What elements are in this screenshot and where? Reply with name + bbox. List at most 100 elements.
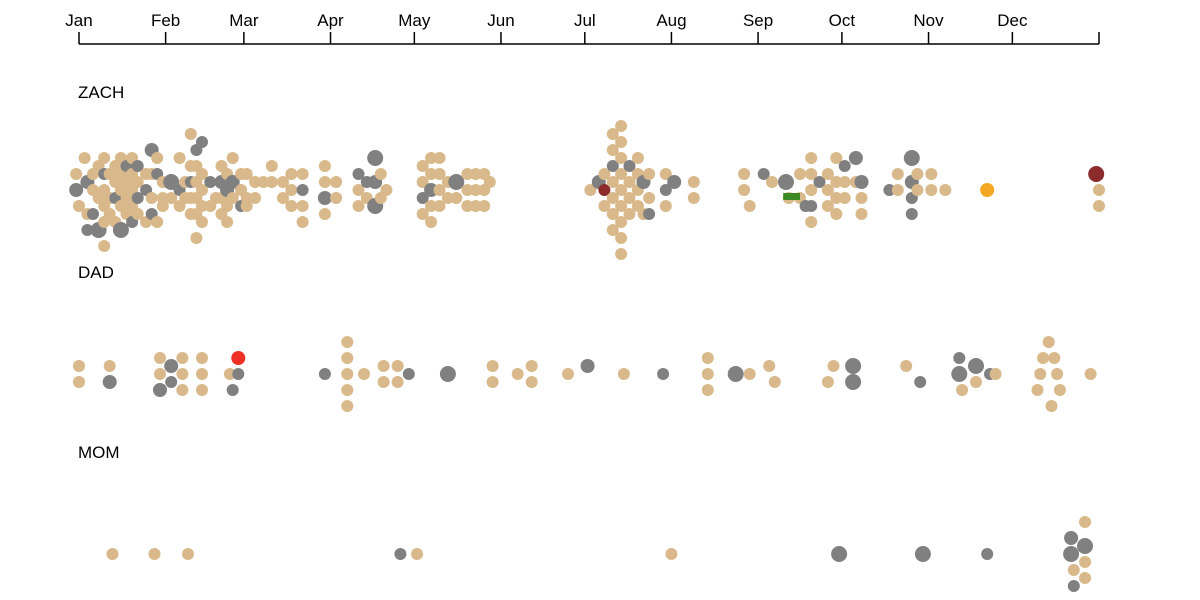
data-point [970, 376, 982, 388]
data-point [925, 184, 938, 196]
data-point [439, 366, 456, 382]
data-point [296, 184, 309, 196]
data-point [112, 222, 129, 238]
data-bar [783, 193, 800, 200]
data-point [394, 548, 407, 560]
data-point [441, 192, 454, 204]
data-point [1051, 368, 1064, 380]
data-point [805, 184, 818, 196]
data-point [380, 184, 393, 196]
data-point [358, 368, 370, 380]
data-point [1048, 352, 1061, 364]
month-tick-label: Oct [829, 11, 856, 30]
data-point [989, 368, 1002, 380]
data-point [980, 183, 995, 197]
data-point [925, 168, 938, 180]
data-point [838, 176, 851, 188]
data-point [416, 192, 429, 204]
data-point [176, 368, 189, 380]
data-point [176, 352, 189, 364]
data-point [486, 360, 499, 372]
data-point [352, 168, 365, 180]
data-point [450, 192, 463, 204]
data-point [659, 200, 672, 212]
data-point [1053, 384, 1066, 396]
data-point [1064, 531, 1079, 545]
data-point [606, 224, 619, 236]
row-dad: DAD [73, 263, 1097, 412]
data-point [1045, 400, 1058, 412]
data-point [1088, 166, 1105, 182]
data-point [615, 232, 628, 244]
data-point [231, 351, 246, 365]
row-mom: MOM [78, 443, 1093, 592]
data-point [265, 176, 278, 188]
data-point [131, 160, 144, 172]
data-point [1079, 556, 1091, 568]
data-point [377, 360, 390, 372]
data-point [173, 152, 186, 164]
data-point [425, 152, 438, 164]
data-point [855, 208, 868, 220]
data-point [617, 368, 630, 380]
data-point [848, 151, 863, 165]
data-point [226, 152, 239, 164]
data-point [665, 548, 678, 560]
data-point [73, 376, 85, 388]
data-point [164, 359, 179, 373]
data-point [151, 152, 164, 164]
data-point [249, 176, 262, 188]
data-point [584, 184, 597, 196]
data-point [196, 384, 208, 396]
data-point [615, 200, 628, 212]
month-tick-label: Apr [317, 11, 344, 30]
data-point [196, 136, 208, 148]
data-point [805, 216, 818, 228]
data-point [821, 376, 834, 388]
data-point [1034, 368, 1047, 380]
data-point [903, 150, 920, 166]
data-point [805, 200, 818, 212]
data-point [914, 546, 931, 562]
data-point [827, 360, 840, 372]
data-point [830, 192, 843, 204]
data-point [433, 200, 446, 212]
data-point [511, 368, 524, 380]
data-point [221, 216, 234, 228]
row-label: DAD [78, 263, 114, 282]
data-point [225, 175, 240, 189]
data-point [830, 208, 843, 220]
data-point [1093, 184, 1105, 196]
data-point [939, 184, 952, 196]
data-point [956, 384, 969, 396]
data-point [78, 152, 91, 164]
data-point [623, 192, 636, 204]
rows: ZACH DAD MOM [69, 83, 1105, 592]
data-point [232, 368, 245, 380]
data-point [813, 176, 826, 188]
data-point [204, 176, 217, 188]
row-zach: ZACH [69, 83, 1105, 260]
data-point [805, 168, 818, 180]
data-point [914, 376, 927, 388]
data-point [830, 152, 843, 164]
data-point [525, 376, 538, 388]
data-point [69, 183, 84, 197]
month-tick-label: Nov [913, 11, 944, 30]
data-point [165, 192, 178, 204]
data-point [416, 208, 429, 220]
data-point [176, 384, 189, 396]
data-point [352, 184, 365, 196]
data-point [805, 152, 818, 164]
data-point [448, 174, 465, 190]
data-point [416, 176, 429, 188]
data-point [196, 200, 208, 212]
data-point [1084, 368, 1097, 380]
data-point [425, 216, 438, 228]
data-point [606, 160, 619, 172]
data-point [763, 360, 776, 372]
data-point [81, 224, 94, 236]
data-point [743, 200, 756, 212]
data-point [424, 183, 439, 197]
data-point [1067, 580, 1080, 592]
